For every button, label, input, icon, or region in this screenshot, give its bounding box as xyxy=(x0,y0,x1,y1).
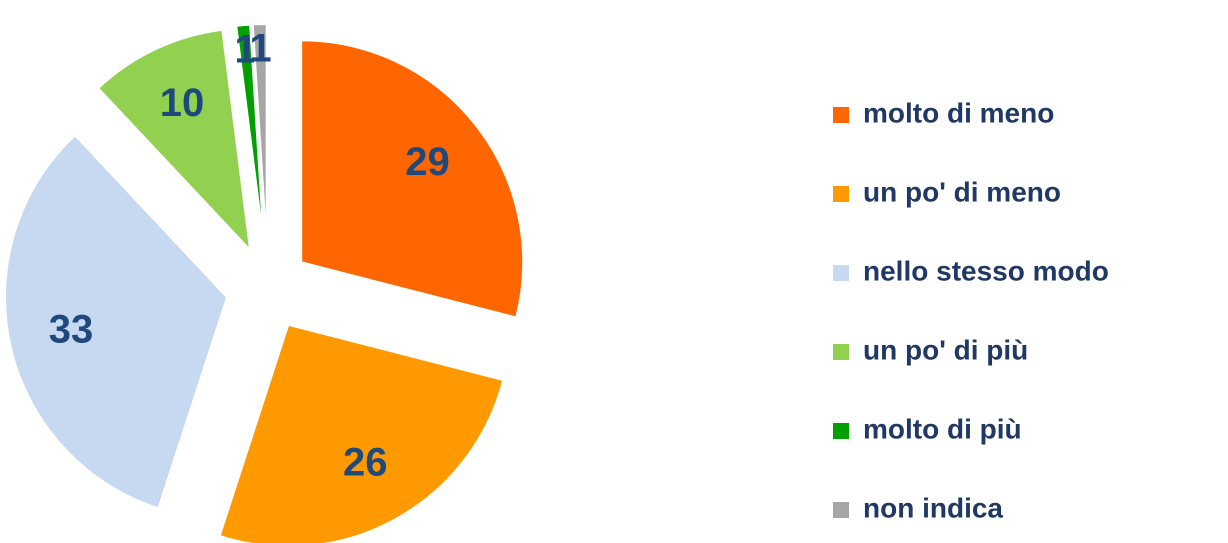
pie-slice xyxy=(218,323,505,543)
legend-swatch xyxy=(833,186,849,202)
legend-swatch xyxy=(833,344,849,360)
data-label: 1 xyxy=(235,27,257,71)
legend-swatch xyxy=(833,502,849,518)
legend-swatch xyxy=(833,265,849,281)
legend-label: nello stesso modo xyxy=(863,255,1109,286)
legend-label: non indica xyxy=(863,492,1003,523)
pie-slice xyxy=(4,133,229,510)
legend-swatch xyxy=(833,423,849,439)
data-label: 1 xyxy=(249,26,271,70)
legend-label: un po' di più xyxy=(863,334,1028,365)
data-label: 29 xyxy=(405,140,450,184)
pie-slice xyxy=(235,23,266,247)
pie-slice xyxy=(300,39,525,319)
pie-slice xyxy=(96,28,252,253)
data-label: 33 xyxy=(49,308,94,352)
data-label: 10 xyxy=(160,81,205,125)
legend-label: molto di meno xyxy=(863,97,1054,128)
pie-slice xyxy=(251,23,268,247)
legend-label: molto di più xyxy=(863,413,1022,444)
data-label: 26 xyxy=(343,440,388,484)
legend-swatch xyxy=(833,107,849,123)
legend-label: un po' di meno xyxy=(863,176,1061,207)
